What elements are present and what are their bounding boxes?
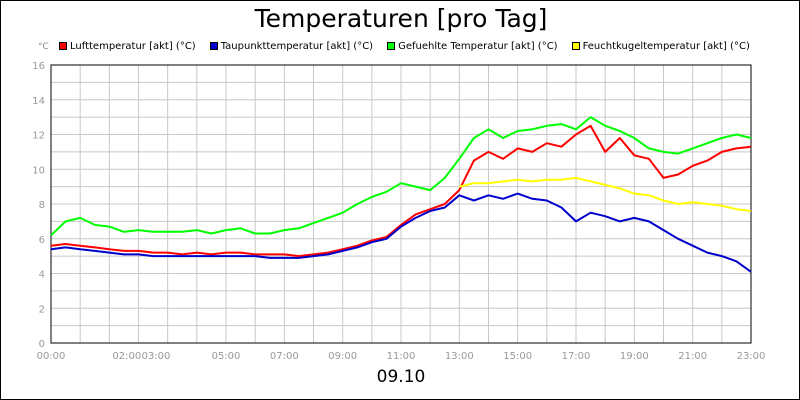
x-tick-label: 00:00 (37, 351, 66, 362)
legend-label: Taupunkttemperatur [akt] (°C) (220, 40, 374, 52)
series-line (50, 192, 752, 273)
legend-swatch (209, 42, 218, 50)
x-tick-label: 09:00 (328, 351, 357, 362)
y-tick-label: 12 (32, 131, 45, 142)
x-tick-label: 17:00 (562, 351, 591, 362)
legend-item: Taupunkttemperatur [akt] (°C) (209, 39, 374, 53)
series-line (50, 124, 752, 258)
y-tick-label: 8 (39, 200, 45, 211)
x-tick-label: 21:00 (678, 351, 707, 362)
x-tick-label: 11:00 (387, 351, 416, 362)
y-axis-unit-label: °C (38, 42, 49, 52)
x-tick-label: 13:00 (445, 351, 474, 362)
x-tick-label: 19:00 (620, 351, 649, 362)
legend-swatch (571, 42, 580, 50)
legend-label: Lufttemperatur [akt] (°C) (70, 40, 196, 52)
x-axis-date-caption: 09.10 (376, 367, 426, 387)
series-line (459, 176, 752, 212)
legend-item: Feuchtkugeltemperatur [akt] (°C) (571, 39, 750, 53)
y-tick-label: 10 (32, 165, 45, 176)
y-tick-label: 2 (39, 304, 45, 315)
y-tick-label: 6 (39, 235, 45, 246)
y-tick-label: 16 (32, 61, 45, 72)
y-tick-label: 0 (39, 339, 45, 350)
x-tick-label: 05:00 (212, 351, 241, 362)
legend-label: Feuchtkugeltemperatur [akt] (°C) (582, 40, 750, 52)
chart-legend: Lufttemperatur [akt] (°C) Taupunkttempera… (59, 39, 764, 53)
legend-item: Lufttemperatur [akt] (°C) (59, 39, 196, 53)
y-tick-label: 14 (32, 96, 45, 107)
x-tick-label: 02:00 (112, 351, 141, 362)
x-tick-label: 15:00 (503, 351, 532, 362)
x-tick-label: 03:00 (142, 351, 171, 362)
x-tick-label: 07:00 (270, 351, 299, 362)
x-tick-label: 23:00 (737, 351, 766, 362)
series-line (50, 116, 752, 237)
plot-border (50, 64, 752, 344)
chart-title: Temperaturen [pro Tag] (254, 4, 548, 33)
legend-swatch (59, 42, 67, 50)
y-tick-label: 4 (39, 270, 45, 281)
legend-swatch (387, 42, 396, 50)
legend-label: Gefuehlte Temperatur [akt] (°C) (398, 40, 558, 52)
legend-item: Gefuehlte Temperatur [akt] (°C) (387, 39, 558, 53)
